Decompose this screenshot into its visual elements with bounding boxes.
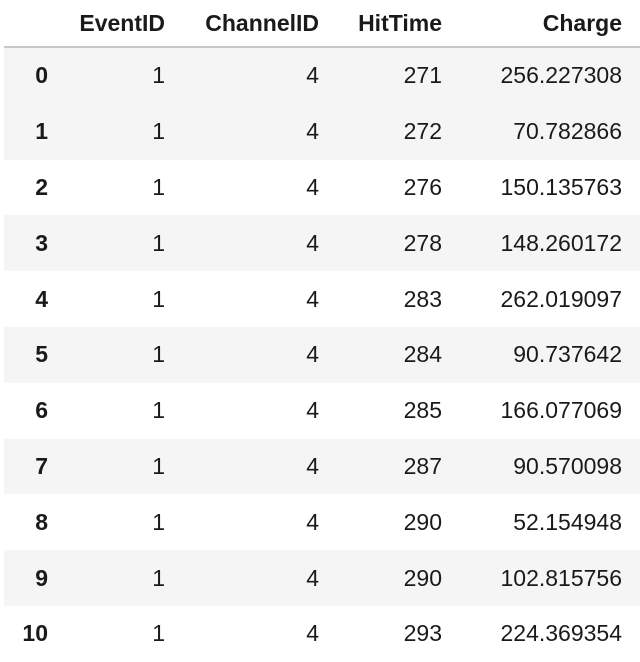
cell-charge: 224.369354 xyxy=(500,620,622,647)
cell-hittime: 272 xyxy=(335,103,458,160)
cell-charge: 90.737642 xyxy=(458,326,640,383)
column-header-channelid: ChannelID xyxy=(181,0,335,48)
cell-eventid: 1 xyxy=(66,326,181,383)
table-row: 5 1 4 284 90.737642 xyxy=(4,326,640,383)
column-header-eventid: EventID xyxy=(66,0,181,48)
cell-eventid: 1 xyxy=(152,173,165,200)
cell-channelid: 4 xyxy=(181,47,335,104)
cell-eventid: 1 xyxy=(66,438,181,495)
cell-channelid: 4 xyxy=(181,103,335,160)
cell-channelid: 4 xyxy=(306,173,319,200)
cell-eventid: 1 xyxy=(66,215,181,272)
cell-eventid: 1 xyxy=(66,103,181,160)
cell-hittime: 283 xyxy=(403,285,442,312)
row-index: 4 xyxy=(35,285,48,312)
header-row: EventID ChannelID HitTime Charge xyxy=(4,0,640,48)
cell-hittime: 271 xyxy=(335,47,458,104)
table-row: 9 1 4 290 102.815756 xyxy=(4,550,640,606)
row-index: 6 xyxy=(35,397,48,424)
table-row: 10 1 4 293 224.369354 xyxy=(4,606,640,662)
row-index: 7 xyxy=(4,438,66,495)
cell-channelid: 4 xyxy=(306,620,319,647)
index-header xyxy=(4,0,66,48)
cell-hittime: 290 xyxy=(335,550,458,606)
cell-eventid: 1 xyxy=(152,508,165,535)
cell-eventid: 1 xyxy=(152,397,165,424)
row-index: 3 xyxy=(4,215,66,272)
column-header-hittime: HitTime xyxy=(335,0,458,48)
cell-hittime: 290 xyxy=(403,508,442,535)
cell-charge: 256.227308 xyxy=(458,47,640,104)
cell-channelid: 4 xyxy=(181,326,335,383)
cell-channelid: 4 xyxy=(306,397,319,424)
cell-hittime: 276 xyxy=(403,173,442,200)
cell-charge: 166.077069 xyxy=(500,397,622,424)
row-index: 0 xyxy=(4,47,66,104)
row-index: 5 xyxy=(4,326,66,383)
dataframe-table: EventID ChannelID HitTime Charge 0 1 4 2… xyxy=(4,0,640,662)
cell-channelid: 4 xyxy=(181,550,335,606)
cell-hittime: 287 xyxy=(335,438,458,495)
row-index: 2 xyxy=(35,173,48,200)
cell-channelid: 4 xyxy=(306,285,319,312)
table-header: EventID ChannelID HitTime Charge xyxy=(4,0,640,48)
cell-hittime: 293 xyxy=(403,620,442,647)
cell-hittime: 278 xyxy=(335,215,458,272)
cell-eventid: 1 xyxy=(152,620,165,647)
row-index: 8 xyxy=(35,508,48,535)
cell-charge: 148.260172 xyxy=(458,215,640,272)
cell-hittime: 284 xyxy=(335,326,458,383)
cell-eventid: 1 xyxy=(66,47,181,104)
table-row: 0 1 4 271 256.227308 xyxy=(4,47,640,104)
cell-channelid: 4 xyxy=(181,438,335,495)
row-index: 9 xyxy=(4,550,66,606)
cell-charge: 90.570098 xyxy=(458,438,640,495)
cell-eventid: 1 xyxy=(66,550,181,606)
table-row: 7 1 4 287 90.570098 xyxy=(4,438,640,495)
cell-charge: 150.135763 xyxy=(500,173,622,200)
cell-charge: 102.815756 xyxy=(458,550,640,606)
row-index: 1 xyxy=(4,103,66,160)
table-row: 3 1 4 278 148.260172 xyxy=(4,215,640,272)
column-header-charge: Charge xyxy=(458,0,640,48)
table-row: 6 1 4 285 166.077069 xyxy=(4,383,640,439)
cell-charge: 70.782866 xyxy=(458,103,640,160)
cell-channelid: 4 xyxy=(306,508,319,535)
table-row: 2 1 4 276 150.135763 xyxy=(4,160,640,216)
table-row: 1 1 4 272 70.782866 xyxy=(4,103,640,160)
cell-channelid: 4 xyxy=(181,215,335,272)
table-body: 0 1 4 271 256.227308 1 1 4 272 70.782866… xyxy=(4,47,640,662)
table-row: 4 1 4 283 262.019097 xyxy=(4,271,640,327)
row-index: 10 xyxy=(22,620,48,647)
cell-charge: 52.154948 xyxy=(513,508,622,535)
cell-eventid: 1 xyxy=(152,285,165,312)
cell-charge: 262.019097 xyxy=(500,285,622,312)
cell-hittime: 285 xyxy=(403,397,442,424)
table-row: 8 1 4 290 52.154948 xyxy=(4,494,640,550)
